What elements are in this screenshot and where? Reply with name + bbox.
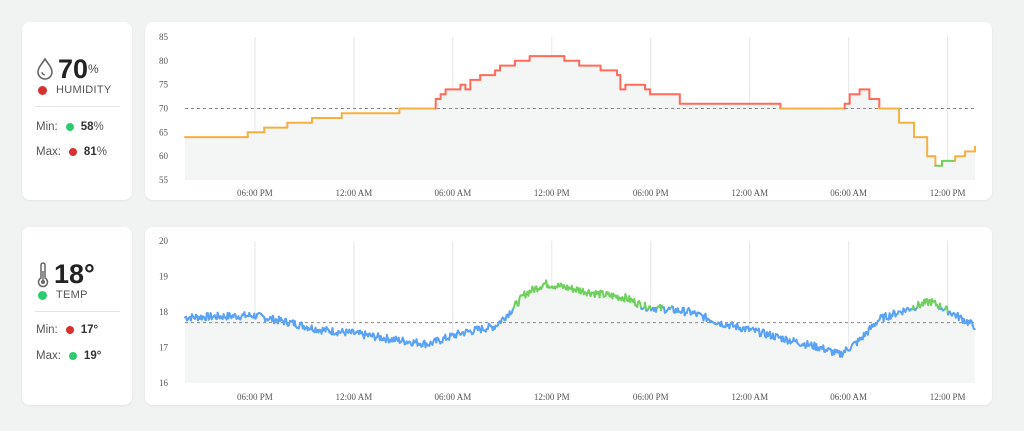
y-tick-label: 65 xyxy=(159,127,169,137)
x-tick-label: 12:00 AM xyxy=(336,188,373,198)
x-tick-label: 06:00 AM xyxy=(830,188,867,198)
x-tick-label: 12:00 AM xyxy=(731,188,768,198)
y-tick-label: 60 xyxy=(159,151,169,161)
max-dot xyxy=(68,352,77,360)
humidity-chart: 85 80 75 70 65 60 55 06:00 PM 12:00 AM 06:00 AM 12… xyxy=(159,32,976,198)
humidity-stat-card: 70% HUMIDITY Min: 58% Max: 81% xyxy=(22,22,132,200)
x-tick-label: 06:00 PM xyxy=(237,188,273,198)
y-tick-label: 16 xyxy=(159,378,169,388)
min-dot xyxy=(65,123,74,131)
series-segment xyxy=(768,330,772,340)
humidity-chart-card: 85 80 75 70 65 60 55 06:00 PM 12:00 AM 06:00 AM 12… xyxy=(145,22,992,200)
water-drop-icon xyxy=(37,57,53,80)
y-tick-label: 20 xyxy=(159,236,169,246)
series-segment xyxy=(644,301,648,312)
humidity-label: HUMIDITY xyxy=(56,84,112,96)
y-tick-label: 55 xyxy=(159,175,169,185)
humidity-max: Max: 81% xyxy=(36,146,107,158)
y-tick-label: 17 xyxy=(159,343,169,353)
thermometer-icon xyxy=(37,262,49,288)
divider xyxy=(35,311,120,312)
series-segment xyxy=(204,312,208,322)
humidity-status-dot xyxy=(38,85,47,95)
area-fill xyxy=(185,280,975,383)
x-tick-label: 06:00 AM xyxy=(830,392,867,402)
temp-stat-card: 18° TEMP Min: 17° Max: 19° xyxy=(22,227,132,405)
x-tick-label: 06:00 AM xyxy=(434,188,471,198)
x-tick-label: 06:00 AM xyxy=(434,392,471,402)
y-tick-label: 18 xyxy=(159,307,169,317)
area-fill xyxy=(185,56,975,180)
y-tick-label: 85 xyxy=(159,32,169,42)
humidity-min: Min: 58% xyxy=(36,121,104,133)
temp-chart-card: 20 19 18 17 16 06:00 PM 12:00 AM 06:00 AM 12:00 … xyxy=(145,227,992,405)
min-dot xyxy=(65,326,74,334)
y-tick-label: 19 xyxy=(159,272,169,282)
x-tick-label: 06:00 PM xyxy=(633,188,669,198)
y-tick-label: 70 xyxy=(159,104,169,114)
humidity-value: 70% xyxy=(58,54,99,84)
temp-label: TEMP xyxy=(56,289,88,301)
series-segment xyxy=(633,298,637,307)
x-tick-label: 12:00 PM xyxy=(534,188,570,198)
series-segment xyxy=(517,296,521,307)
series-segment xyxy=(822,344,826,353)
temp-min: Min: 17° xyxy=(36,324,99,336)
divider xyxy=(35,106,120,107)
x-tick-label: 06:00 PM xyxy=(633,392,669,402)
x-tick-label: 12:00 AM xyxy=(731,392,768,402)
x-tick-label: 12:00 PM xyxy=(930,188,966,198)
temp-chart: 20 19 18 17 16 06:00 PM 12:00 AM 06:00 AM 12:00 … xyxy=(159,236,976,402)
x-tick-label: 12:00 PM xyxy=(930,392,966,402)
y-tick-label: 80 xyxy=(159,56,169,66)
max-dot xyxy=(68,148,77,156)
series-segment xyxy=(882,313,886,323)
x-tick-label: 06:00 PM xyxy=(237,392,273,402)
temp-status-dot xyxy=(38,290,47,300)
temp-value: 18° xyxy=(54,259,95,289)
series-segment xyxy=(757,327,761,338)
y-tick-label: 75 xyxy=(159,80,169,90)
x-tick-label: 12:00 PM xyxy=(534,392,570,402)
series-segment xyxy=(331,327,335,336)
x-tick-label: 12:00 AM xyxy=(336,392,373,402)
temp-max: Max: 19° xyxy=(36,350,102,362)
series-segment xyxy=(866,327,870,336)
